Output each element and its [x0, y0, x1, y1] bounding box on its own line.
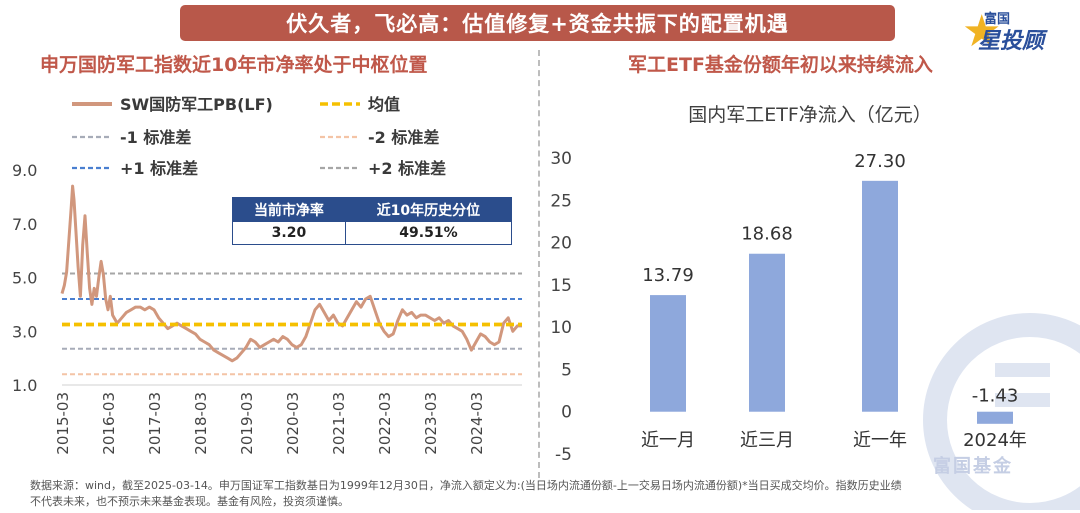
etf-y-tick-label-2: 20	[550, 234, 572, 254]
etf-y-tick-label-3: 15	[550, 276, 572, 296]
etf-y-tick-label-7: -5	[555, 445, 572, 465]
panel-divider	[538, 50, 540, 478]
logo-big-text: 星投顾	[978, 29, 1045, 54]
etf-category-label-2: 近一年	[853, 430, 907, 451]
pb-line-chart: SW国防军工PB(LF) 均值 -1 标准差 -2 标准差 +1 标准差 +2 标准差 9…	[12, 95, 522, 455]
etf-y-tick-label-4: 10	[550, 318, 572, 338]
x-tick-label-5: 2020-03	[284, 392, 302, 455]
x-tick-label-8: 2023-03	[422, 392, 440, 455]
x-tick-label-4: 2019-03	[238, 392, 256, 455]
pb-chart-y-axis: 9.0 7.0 5.0 3.0 1.0	[12, 161, 37, 395]
x-tick-label-9: 2024-03	[468, 392, 486, 455]
right-panel-title: 军工ETF基金份额年初以来持续流入	[628, 54, 933, 76]
footer-line-1: 数据来源：wind，截至2025-03-14。申万国证军工指数基日为1999年1…	[30, 479, 902, 492]
legend-label-2: -1 标准差	[120, 128, 191, 147]
y-tick-label-4: 1.0	[12, 376, 37, 395]
etf-data-label-1: 18.68	[741, 224, 793, 245]
etf-data-label-0: 13.79	[642, 265, 694, 286]
etf-y-tick-label-0: 30	[550, 149, 572, 169]
footer-note: 数据来源：wind，截至2025-03-14。申万国证军工指数基日为1999年1…	[30, 478, 1070, 510]
banner-title: 伏久者，飞必高：估值修复+资金共振下的配置机遇	[180, 5, 895, 41]
x-tick-label-3: 2018-03	[192, 392, 210, 455]
etf-bar-3	[977, 411, 1013, 424]
etf-category-label-3: 2024年	[963, 430, 1027, 451]
etf-bar-1	[749, 253, 785, 412]
pb-stat-table: 当前市净率 近10年历史分位 3.20 49.51%	[232, 197, 513, 245]
etf-data-label-2: 27.30	[854, 151, 906, 172]
etf-chart-y-axis: 30 25 20 15 10 5 0 -5	[550, 149, 572, 465]
y-tick-label-1: 7.0	[12, 215, 37, 234]
pb-series-line	[60, 184, 522, 363]
pb-chart-series	[60, 184, 522, 363]
legend-label-0: SW国防军工PB(LF)	[120, 95, 273, 114]
etf-y-tick-label-5: 5	[561, 360, 572, 380]
legend-label-5: +2 标准差	[368, 159, 446, 178]
x-tick-label-6: 2021-03	[330, 392, 348, 455]
legend-label-3: -2 标准差	[368, 128, 439, 147]
star-icon: ★	[962, 6, 1002, 57]
etf-category-label-1: 近三月	[740, 430, 794, 451]
legend-label-4: +1 标准差	[120, 159, 198, 178]
etf-category-label-0: 近一月	[641, 430, 695, 451]
etf-flow-bar-chart: 国内军工ETF净流入（亿元） 30 25 20 15 10 5 0 -5 13.79 18.68…	[550, 104, 1027, 465]
brand-logo: ★ 富国 星投顾	[958, 4, 1070, 56]
etf-chart-x-axis: 近一月 近三月 近一年 2024年	[641, 430, 1027, 451]
watermark-text: 富国基金	[933, 456, 1013, 477]
logo-small-text: 富国	[984, 12, 1011, 27]
etf-chart-bars: 13.79 18.68 27.30 -1.43	[642, 151, 1018, 424]
y-tick-label-3: 3.0	[12, 322, 37, 341]
etf-chart-title: 国内军工ETF净流入（亿元）	[688, 104, 932, 126]
pb-chart-legend: SW国防军工PB(LF) 均值 -1 标准差 -2 标准差 +1 标准差 +2 标准差	[72, 95, 446, 178]
etf-y-tick-label-1: 25	[550, 191, 572, 211]
etf-y-tick-label-6: 0	[561, 403, 572, 423]
x-tick-label-1: 2016-03	[100, 392, 118, 455]
x-tick-label-2: 2017-03	[146, 392, 164, 455]
stat-value-percentile: 49.51%	[344, 221, 513, 245]
left-panel-title: 申万国防军工指数近10年市净率处于中枢位置	[40, 54, 428, 76]
y-tick-label-2: 5.0	[12, 269, 37, 288]
stat-header-percentile: 近10年历史分位	[344, 197, 513, 222]
etf-bar-0	[650, 295, 686, 412]
etf-bar-2	[862, 180, 898, 412]
stat-header-current-pb: 当前市净率	[232, 197, 346, 222]
pb-chart-x-axis: 2015-03 2016-03 2017-03 2018-03 2019-03 2020-…	[54, 384, 522, 455]
y-tick-label-0: 9.0	[12, 161, 37, 180]
watermark-logo-icon	[923, 313, 1080, 510]
x-tick-label-0: 2015-03	[54, 392, 72, 455]
x-tick-label-7: 2022-03	[376, 392, 394, 455]
legend-label-1: 均值	[368, 95, 400, 114]
etf-data-label-3: -1.43	[972, 386, 1019, 407]
footer-line-2: 不代表未来，也不预示未来基金表现。基金有风险，投资须谨慎。	[30, 495, 349, 508]
